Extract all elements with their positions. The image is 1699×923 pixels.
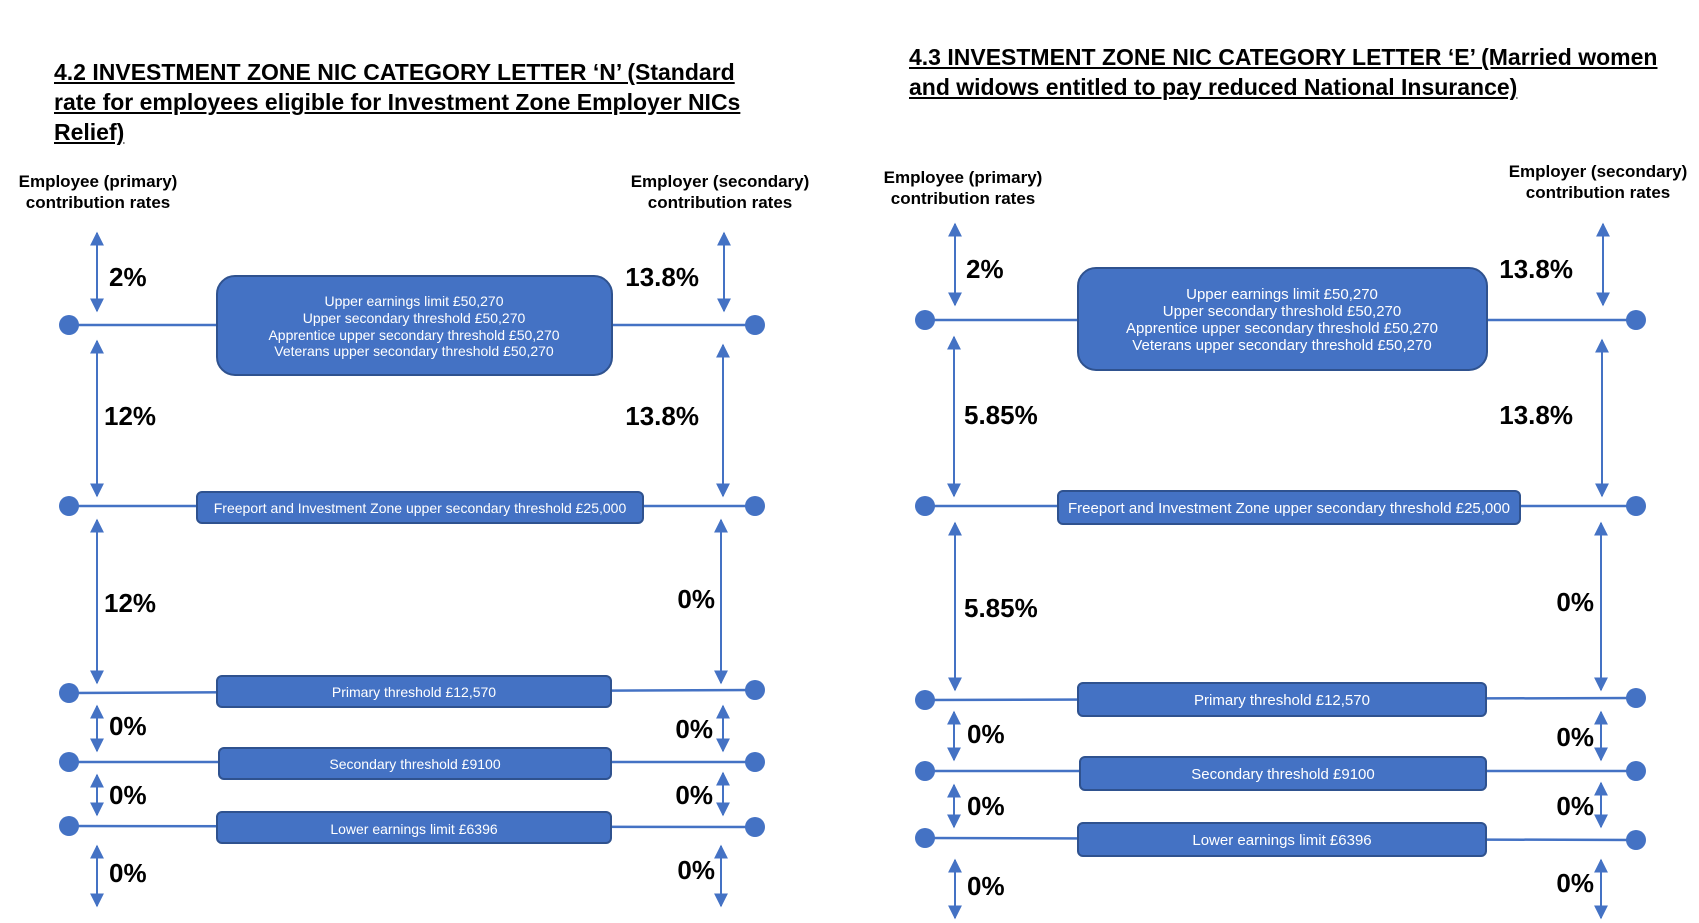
employee-rate-label: 2% — [109, 262, 147, 292]
threshold-label: Primary threshold £12,570 — [332, 684, 496, 700]
threshold-label: Upper secondary threshold £50,270 — [1163, 303, 1402, 320]
endpoint-dot — [59, 496, 79, 516]
employee-rate-label: 5.85% — [964, 593, 1038, 623]
endpoint-dot — [59, 816, 79, 836]
employer-rate-label: 0% — [1556, 587, 1594, 617]
employee-rate-label: 5.85% — [964, 400, 1038, 430]
threshold-label: Freeport and Investment Zone upper secon… — [214, 500, 627, 516]
threshold-box-primary: Primary threshold £12,570 — [1077, 682, 1487, 717]
employee-rate-label: 12% — [104, 588, 156, 618]
employee-rates: 2% 5.85% 5.85% 0% 0% 0% — [964, 254, 1038, 901]
threshold-box-secondary: Secondary threshold £9100 — [218, 747, 612, 780]
employer-rate-label: 0% — [677, 584, 715, 614]
threshold-label: Freeport and Investment Zone upper secon… — [1068, 500, 1510, 517]
rate-diagram: Upper earnings limit £50,270 Upper secon… — [915, 222, 1646, 920]
endpoint-dot — [915, 496, 935, 516]
employee-rate-label: 0% — [109, 780, 147, 810]
threshold-label: Upper earnings limit £50,270 — [1186, 286, 1378, 303]
employer-rates-header: Employer (secondary) contribution rates — [630, 172, 810, 212]
employee-rates-header: Employee (primary) contribution rates — [883, 168, 1043, 208]
endpoint-dot — [745, 680, 765, 700]
threshold-box-upper: Upper earnings limit £50,270 Upper secon… — [1077, 267, 1488, 371]
rate-diagram: Upper earnings limit £50,270 Upper secon… — [59, 231, 765, 908]
threshold-label: Secondary threshold £9100 — [1191, 766, 1374, 783]
threshold-label: Veterans upper secondary threshold £50,2… — [1132, 337, 1431, 354]
endpoint-dot — [745, 496, 765, 516]
endpoint-dot — [745, 315, 765, 335]
threshold-box-freeport: Freeport and Investment Zone upper secon… — [196, 491, 644, 524]
employee-rate-label: 12% — [104, 401, 156, 431]
threshold-box-upper: Upper earnings limit £50,270 Upper secon… — [216, 275, 613, 376]
threshold-label: Apprentice upper secondary threshold £50… — [268, 327, 559, 343]
endpoint-dots — [59, 315, 765, 837]
endpoint-dot — [1626, 830, 1646, 850]
endpoint-dot — [915, 828, 935, 848]
endpoint-dot — [1626, 310, 1646, 330]
employer-rate-label: 0% — [677, 855, 715, 885]
endpoint-dot — [59, 752, 79, 772]
employee-rate-label: 0% — [109, 858, 147, 888]
endpoint-dot — [915, 761, 935, 781]
employer-rate-label: 0% — [675, 780, 713, 810]
employee-rate-label: 0% — [967, 719, 1005, 749]
threshold-label: Veterans upper secondary threshold £50,2… — [274, 343, 554, 359]
employer-rates-header: Employer (secondary) contribution rates — [1508, 162, 1688, 202]
employee-rate-label: 0% — [967, 791, 1005, 821]
endpoint-dot — [59, 315, 79, 335]
endpoint-dot — [745, 817, 765, 837]
threshold-label: Lower earnings limit £6396 — [1192, 832, 1371, 849]
employer-rate-label: 0% — [1556, 868, 1594, 898]
threshold-box-secondary: Secondary threshold £9100 — [1079, 756, 1487, 791]
endpoint-dots — [915, 310, 1646, 850]
employer-rates: 13.8% 13.8% 0% 0% 0% 0% — [1499, 254, 1594, 898]
threshold-label: Primary threshold £12,570 — [1194, 692, 1370, 709]
threshold-box-primary: Primary threshold £12,570 — [216, 675, 612, 708]
employer-rate-label: 0% — [675, 714, 713, 744]
endpoint-dot — [59, 683, 79, 703]
employer-arrows — [1594, 222, 1610, 920]
threshold-label: Lower earnings limit £6396 — [330, 821, 498, 837]
threshold-label: Apprentice upper secondary threshold £50… — [1126, 320, 1438, 337]
employee-rate-label: 0% — [109, 711, 147, 741]
endpoint-dot — [1626, 496, 1646, 516]
employee-rate-label: 0% — [967, 871, 1005, 901]
threshold-box-lower: Lower earnings limit £6396 — [1077, 822, 1487, 857]
endpoint-dot — [745, 752, 765, 772]
employee-rate-label: 2% — [966, 254, 1004, 284]
employer-rates: 13.8% 13.8% 0% 0% 0% 0% — [625, 262, 715, 885]
endpoint-dot — [915, 690, 935, 710]
employer-rate-label: 0% — [1556, 722, 1594, 752]
employer-rate-label: 13.8% — [1499, 254, 1573, 284]
endpoint-dot — [915, 310, 935, 330]
employer-rate-label: 13.8% — [625, 262, 699, 292]
endpoint-dot — [1626, 761, 1646, 781]
endpoint-dot — [1626, 688, 1646, 708]
employee-rates-header: Employee (primary) contribution rates — [18, 172, 178, 212]
employer-rate-label: 0% — [1556, 791, 1594, 821]
threshold-label: Upper secondary threshold £50,270 — [303, 310, 526, 326]
threshold-box-freeport: Freeport and Investment Zone upper secon… — [1057, 490, 1521, 525]
panel-title: 4.2 INVESTMENT ZONE NIC CATEGORY LETTER … — [54, 59, 741, 145]
employer-arrows — [714, 231, 731, 908]
employer-rate-label: 13.8% — [1499, 400, 1573, 430]
panel-category-n: 4.2 INVESTMENT ZONE NIC CATEGORY LETTER … — [0, 0, 830, 923]
employee-rates: 2% 12% 12% 0% 0% 0% — [104, 262, 156, 888]
threshold-label: Secondary threshold £9100 — [329, 756, 500, 772]
threshold-box-lower: Lower earnings limit £6396 — [216, 811, 612, 844]
threshold-label: Upper earnings limit £50,270 — [325, 293, 504, 309]
panel-category-e: 4.3 INVESTMENT ZONE NIC CATEGORY LETTER … — [830, 0, 1699, 923]
employee-arrows — [947, 222, 962, 920]
panel-title: 4.3 INVESTMENT ZONE NIC CATEGORY LETTER … — [909, 44, 1658, 100]
employer-rate-label: 13.8% — [625, 401, 699, 431]
